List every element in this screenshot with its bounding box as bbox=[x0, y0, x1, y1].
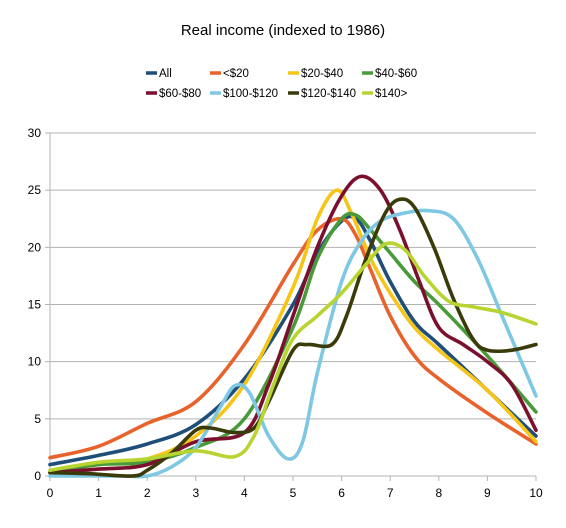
x-tick-label: 4 bbox=[241, 486, 248, 500]
x-tick-label: 5 bbox=[290, 486, 297, 500]
x-tick-label: 6 bbox=[338, 486, 345, 500]
legend-label: $20-$40 bbox=[301, 68, 343, 80]
y-tick-label: 10 bbox=[28, 355, 42, 369]
x-tick-label: 10 bbox=[529, 486, 543, 500]
series-line-140 bbox=[48, 241, 538, 473]
series-lines bbox=[48, 174, 538, 479]
y-tick-label: 25 bbox=[28, 183, 42, 197]
legend-label: <$20 bbox=[223, 68, 249, 80]
y-tick-label: 0 bbox=[34, 469, 41, 483]
x-tick-label: 8 bbox=[435, 486, 442, 500]
legend-label: $100-$120 bbox=[223, 88, 278, 100]
legend: All <$20 $20-$40 $40-$60 $60-$80 $100-$120 $12… bbox=[146, 68, 417, 100]
x-tick-label: 1 bbox=[95, 486, 102, 500]
legend-item: All bbox=[146, 68, 172, 80]
legend-item: <$20 bbox=[210, 68, 249, 80]
x-tick-label: 7 bbox=[387, 486, 394, 500]
legend-item: $120-$140 bbox=[288, 88, 356, 100]
y-tick-label: 15 bbox=[28, 298, 42, 312]
legend-label: All bbox=[159, 68, 172, 80]
series-line-60-80 bbox=[48, 174, 538, 475]
series-line-20-40 bbox=[48, 188, 538, 475]
legend-label: $140> bbox=[375, 88, 408, 100]
legend-item: $60-$80 bbox=[146, 88, 201, 100]
legend-item: $40-$60 bbox=[362, 68, 417, 80]
legend-label: $60-$80 bbox=[159, 88, 201, 100]
y-tick-label: 30 bbox=[28, 126, 42, 140]
x-tick-label: 3 bbox=[192, 486, 199, 500]
legend-label: $40-$60 bbox=[375, 68, 417, 80]
x-tick-label: 0 bbox=[47, 486, 54, 500]
y-tick-label: 20 bbox=[28, 240, 42, 254]
legend-item: $20-$40 bbox=[288, 68, 343, 80]
gridlines bbox=[50, 132, 536, 420]
y-tick-label: 5 bbox=[34, 412, 41, 426]
tick-labels: 0 5 10 15 20 25 30 0 1 2 3 4 5 6 7 8 9 10 bbox=[28, 126, 543, 500]
legend-label: $120-$140 bbox=[301, 88, 356, 100]
series-line-100-120 bbox=[48, 208, 538, 479]
x-tick-label: 9 bbox=[484, 486, 491, 500]
legend-item: $140> bbox=[362, 88, 408, 100]
legend-item: $100-$120 bbox=[210, 88, 278, 100]
x-tick-label: 2 bbox=[144, 486, 151, 500]
chart-title: Real income (indexed to 1986) bbox=[181, 22, 385, 39]
